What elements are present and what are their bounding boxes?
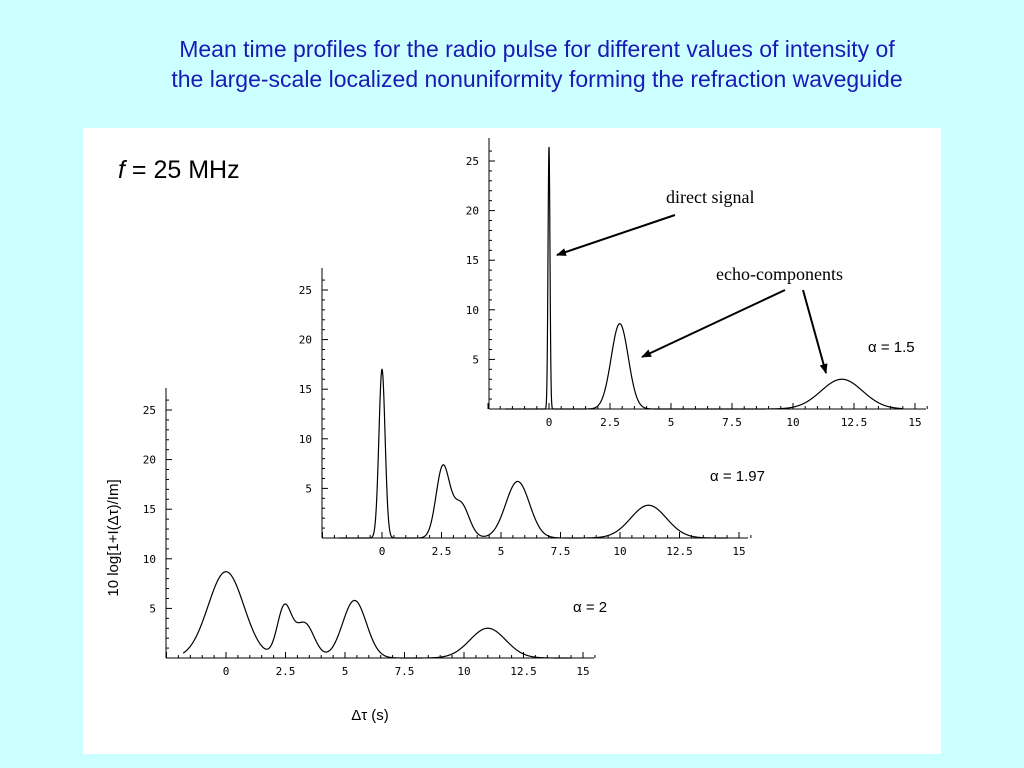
y-tick-label: 10 (466, 304, 479, 317)
y-tick-label: 25 (466, 155, 479, 168)
frequency-label: f = 25 MHz (118, 156, 240, 185)
y-tick-label: 20 (466, 205, 479, 218)
alpha-label: α = 1.5 (868, 339, 915, 356)
y-tick-label: 5 (305, 482, 312, 495)
frequency-symbol: f (118, 156, 125, 184)
profile-curve (339, 368, 728, 539)
x-tick-label: 5 (668, 416, 675, 429)
y-tick-label: 15 (143, 503, 156, 516)
direct-signal-label: direct signal (666, 187, 754, 207)
x-axis-label: Δτ (s) (351, 707, 389, 724)
x-tick-label: 10 (457, 665, 470, 678)
x-tick-label: 7.5 (722, 416, 742, 429)
x-tick-label: 5 (342, 665, 349, 678)
y-tick-label: 5 (472, 353, 479, 366)
y-tick-label: 25 (143, 404, 156, 417)
x-tick-label: 7.5 (395, 665, 415, 678)
x-tick-label: 15 (908, 416, 921, 429)
y-tick-label: 20 (299, 334, 312, 347)
y-axis-label: 10 log[1+I(Δτ)/Im] (105, 479, 122, 596)
y-tick-label: 10 (143, 553, 156, 566)
title-line-1: Mean time profiles for the radio pulse f… (179, 36, 895, 62)
x-tick-label: 12.5 (510, 665, 537, 678)
figure-panel (83, 128, 941, 754)
x-tick-label: 2.5 (432, 545, 452, 558)
x-tick-label: 7.5 (551, 545, 571, 558)
x-tick-label: 15 (732, 545, 745, 558)
y-tick-label: 10 (299, 433, 312, 446)
x-tick-label: 10 (786, 416, 799, 429)
alpha-label: α = 2 (573, 599, 607, 616)
profile-curve (182, 571, 572, 659)
echo-arrow-left (641, 289, 786, 358)
alpha-label: α = 1.97 (710, 468, 765, 485)
y-tick-label: 15 (299, 383, 312, 396)
echo-arrow-right (802, 289, 828, 374)
frequency-value: = 25 MHz (124, 156, 240, 184)
y-tick-label: 5 (149, 602, 156, 615)
direct-signal-arrow (556, 214, 676, 256)
x-tick-label: 12.5 (841, 416, 868, 429)
title-line-2: the large-scale localized nonuniformity … (171, 66, 903, 92)
x-tick-label: 0 (546, 416, 553, 429)
x-tick-label: 2.5 (600, 416, 620, 429)
y-tick-label: 25 (299, 284, 312, 297)
echo-components-label: echo-components (716, 264, 843, 284)
y-tick-label: 15 (466, 254, 479, 267)
profile-curve (505, 146, 903, 410)
y-tick-label: 20 (143, 454, 156, 467)
x-tick-label: 0 (223, 665, 230, 678)
x-tick-label: 2.5 (276, 665, 296, 678)
x-tick-label: 0 (379, 545, 386, 558)
x-tick-label: 10 (613, 545, 626, 558)
x-tick-label: 12.5 (666, 545, 693, 558)
slide-title: Mean time profiles for the radio pulse f… (72, 34, 1002, 94)
x-tick-label: 5 (498, 545, 505, 558)
x-tick-label: 15 (576, 665, 589, 678)
